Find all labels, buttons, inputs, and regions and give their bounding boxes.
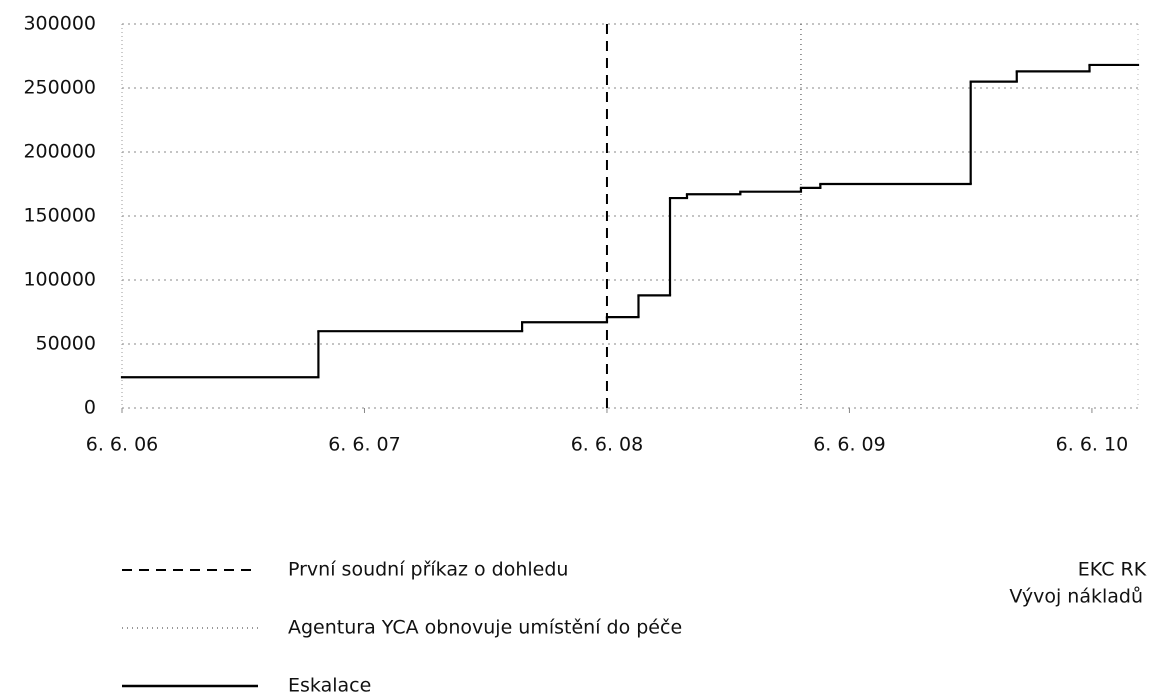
y-tick-label: 100000 <box>23 269 96 291</box>
legend-label: Agentura YCA obnovuje umístění do péče <box>288 617 682 639</box>
x-tick-label: 6. 6. 08 <box>571 434 644 456</box>
x-tick-label: 6. 6. 07 <box>328 434 401 456</box>
legend-label: Eskalace <box>288 675 371 697</box>
x-tick-label: 6. 6. 09 <box>813 434 886 456</box>
y-tick-label: 200000 <box>23 141 96 163</box>
x-tick-label: 6. 6. 06 <box>86 434 159 456</box>
y-tick-label: 150000 <box>23 205 96 227</box>
y-tick-label: 250000 <box>23 77 96 99</box>
annotation: Vývoj nákladů <box>1009 586 1143 608</box>
y-tick-label: 300000 <box>23 13 96 35</box>
y-tick-label: 50000 <box>36 333 96 355</box>
x-tick-label: 6. 6. 10 <box>1056 434 1129 456</box>
y-tick-label: 0 <box>84 397 96 419</box>
annotation: EKC RK <box>1078 559 1147 581</box>
legend-label: První soudní příkaz o dohledu <box>288 559 568 581</box>
